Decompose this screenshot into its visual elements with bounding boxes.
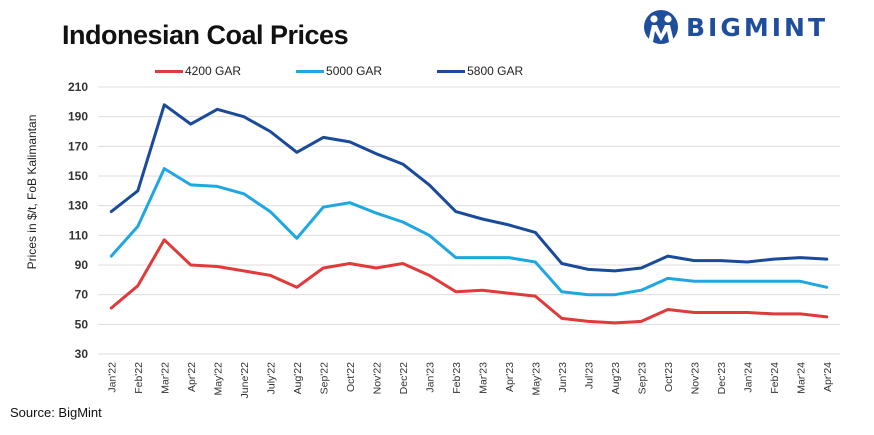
x-tick-label: Feb'22 — [133, 362, 145, 394]
y-tick-label: 210 — [68, 80, 88, 94]
legend-label: 4200 GAR — [185, 64, 242, 78]
x-tick-label: Aug'23 — [610, 362, 622, 395]
legend-item: 5000 GAR — [296, 64, 382, 78]
y-tick-label: 190 — [68, 110, 88, 124]
x-tick-label: Oct'23 — [663, 362, 675, 392]
x-tick-label: Sep'23 — [636, 362, 648, 395]
brand-globe-icon — [644, 10, 678, 44]
x-tick-label: Mar'24 — [795, 362, 807, 394]
x-tick-label: May'23 — [530, 362, 542, 396]
x-tick-label: Oct'22 — [345, 362, 357, 392]
x-tick-label: Aug'22 — [292, 362, 304, 395]
x-tick-label: Nov'23 — [689, 362, 701, 395]
x-tick-label: Apr'22 — [186, 362, 198, 392]
x-axis-ticks: Jan'22 Feb'22 Mar'22 Apr'22 May'22 June'22 Jul… — [106, 362, 834, 399]
chart-title: Indonesian Coal Prices — [62, 20, 349, 50]
x-tick-label: Jan'23 — [424, 362, 436, 393]
chart-legend: 4200 GAR 5000 GAR 5800 GAR — [155, 64, 578, 78]
x-tick-label: Dec'22 — [398, 362, 410, 395]
x-tick-label: Jun'23 — [557, 362, 569, 393]
legend-swatch — [437, 69, 466, 73]
series-line — [109, 103, 829, 273]
x-tick-label: Jan'22 — [106, 362, 118, 393]
series-line — [109, 167, 829, 297]
series-line — [109, 238, 829, 325]
x-tick-label: Dec'23 — [716, 362, 728, 395]
x-tick-label: Apr'24 — [822, 362, 834, 392]
source-note: Source: BigMint — [10, 405, 102, 420]
brand-logo: BIGMINT — [640, 8, 828, 46]
x-tick-label: June'22 — [239, 362, 251, 399]
x-tick-label: Feb'24 — [769, 362, 781, 394]
y-axis-ticks: 30 50 70 90 110 130 150 170 190 210 — [68, 80, 88, 361]
legend-label: 5800 GAR — [467, 64, 524, 78]
x-tick-label: Feb'23 — [451, 362, 463, 394]
y-tick-label: 150 — [68, 169, 88, 183]
y-tick-label: 170 — [68, 139, 88, 153]
legend-swatch — [155, 69, 183, 73]
y-tick-label: 130 — [68, 199, 88, 213]
x-tick-label: May'22 — [212, 362, 224, 396]
x-tick-label: Nov'22 — [371, 362, 383, 395]
x-tick-label: Sep'22 — [318, 362, 330, 395]
x-tick-label: Jul'23 — [583, 362, 595, 389]
legend-item: 5800 GAR — [437, 64, 523, 78]
y-tick-label: 110 — [69, 228, 89, 242]
x-tick-label: Apr'23 — [504, 362, 516, 392]
legend-item: 4200 GAR — [155, 64, 241, 78]
x-tick-label: Jan'24 — [742, 362, 754, 393]
series-lines — [109, 103, 829, 325]
y-tick-label: 90 — [75, 258, 89, 272]
x-tick-label: July'22 — [265, 362, 277, 395]
y-tick-label: 50 — [75, 317, 89, 331]
brand-name: BIGMINT — [686, 12, 829, 42]
y-tick-label: 30 — [75, 347, 89, 361]
x-tick-label: Mar'22 — [159, 362, 171, 394]
y-tick-label: 70 — [75, 288, 89, 302]
grid-lines — [98, 86, 840, 355]
x-tick-label: Mar'23 — [477, 362, 489, 394]
legend-label: 5000 GAR — [326, 64, 383, 78]
legend-swatch — [296, 69, 325, 73]
